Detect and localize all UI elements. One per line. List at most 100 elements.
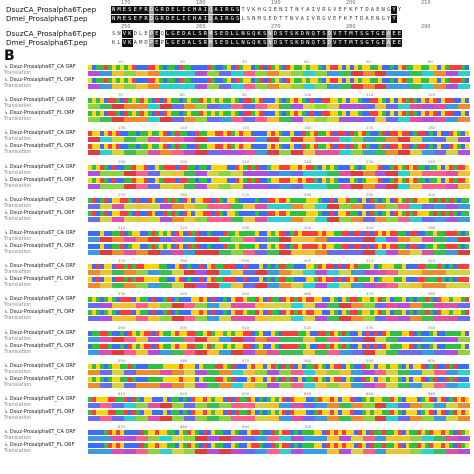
nucleotide-cell [286,310,291,316]
nucleotide-cell [401,111,406,117]
nucleotide-cell [103,343,108,349]
nucleotide-strip [88,397,470,402]
nucleotide-cell [123,410,128,415]
nucleotide-cell [234,443,239,449]
nucleotide-cell [373,277,378,283]
amino-acid-cell [231,117,244,123]
nucleotide-cell [413,297,418,303]
nucleotide-cell [353,210,358,216]
amino-acid-cell [183,416,196,421]
nucleotide-cell [461,430,466,436]
nucleotide-cell [290,310,295,316]
amino-acid-cell [326,237,339,242]
nucleotide-cell [338,65,342,70]
nucleotide-cell [381,210,386,216]
nucleotide-cell [171,297,176,303]
amino-acid-cell [243,303,256,309]
nucleotide-cell [218,231,223,236]
residue: G [321,15,327,23]
nucleotide-cell [147,277,152,283]
nucleotide-cell [298,111,303,117]
nucleotide-cell [298,430,303,436]
amino-acid-cell [243,250,256,255]
nucleotide-cell [417,310,422,316]
amino-acid-cell [362,283,375,289]
ruler-tick-label: 460 [304,291,312,297]
nucleotide-cell [218,65,223,70]
nucleotide-cell [199,277,204,283]
nucleotide-cell [179,343,184,349]
nucleotide-cell [127,277,132,283]
amino-acid-cell [446,283,459,289]
nucleotide-cell [155,376,160,382]
amino-acid-cell [362,316,375,322]
nucleotide-cell [127,164,132,170]
nucleotide-cell [230,78,235,83]
ruler-tick-label: 250 [121,24,131,30]
nucleotide-cell [302,98,307,104]
nucleotide-cell [318,65,323,70]
amino-acid-cell [386,150,399,156]
nucleotide-cell [461,397,466,402]
amino-acid-cell [446,316,459,322]
nucleotide-cell [203,131,208,137]
amino-acid-cell [410,416,423,421]
nucleotide-cell [334,330,339,336]
amino-acid-cell [410,237,423,242]
nucleotide-cell [445,197,450,203]
nucleotide-cell [151,430,156,436]
nucleotide-cell [425,376,430,382]
nucleotide-cell [290,65,295,70]
nucleotide-cell [266,297,271,303]
amino-acid-cell [255,203,268,209]
nucleotide-cell [183,244,188,249]
nucleotide-cell [159,376,164,382]
nucleotide-cell [441,98,446,104]
nucleotide-cell [151,78,156,83]
amino-acid-strip [88,250,470,255]
orf-arrow-icon: ↳ [4,362,10,369]
nucleotide-cell [262,376,267,382]
residue: L [137,30,144,38]
amino-acid-cell [410,303,423,309]
nucleotide-cell [417,430,422,436]
nucleotide-cell [111,410,116,415]
nucleotide-cell [365,78,370,83]
nucleotide-cell [290,363,295,369]
nucleotide-cell [203,210,208,216]
nucleotide-cell [433,210,438,216]
nucleotide-cell [195,197,200,203]
ruler-tick-label: 180 [196,0,206,6]
nucleotide-cell [135,343,140,349]
nucleotide-cell [389,310,394,316]
nucleotide-cell [389,410,394,415]
nucleotide-cell [115,376,120,382]
nucleotide-cell [401,277,406,283]
nucleotide-cell [167,65,172,70]
nucleotide-cell [187,410,192,415]
nucleotide-cell [199,363,204,369]
nucleotide-cell [91,376,96,382]
nucleotide-cell [445,98,450,104]
nucleotide-cell [179,376,184,382]
nucleotide-cell [397,343,402,349]
nucleotide-cell [417,264,422,270]
nucleotide-cell [357,297,362,303]
nucleotide-cell [191,330,196,336]
nucleotide-cell [389,397,394,402]
nucleotide-cell [409,343,414,349]
amino-acid-cell [338,137,351,143]
nucleotide-cell [207,197,212,203]
nucleotide-cell [115,410,120,415]
amino-acid-cell [386,349,399,355]
residue: F [348,15,354,23]
ruler-tick-label: 100 [304,92,312,98]
nucleotide-cell [107,410,112,415]
amino-acid-cell [410,369,423,375]
nucleotide-cell [365,131,370,137]
amino-acid-cell [338,104,351,110]
nucleotide-cell [445,210,450,216]
nucleotide-cell [131,443,136,449]
nucleotide-cell [405,210,410,216]
nucleotide-cell [135,164,140,170]
